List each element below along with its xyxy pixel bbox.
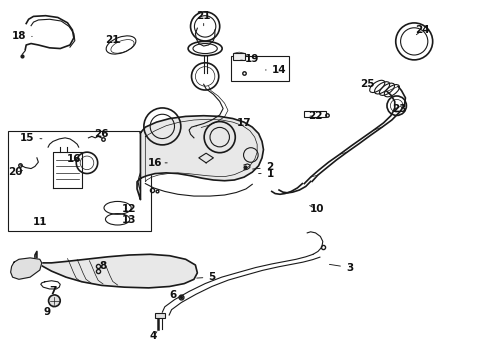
Text: 13: 13 bbox=[122, 215, 137, 225]
Text: 24: 24 bbox=[415, 25, 430, 35]
Text: 14: 14 bbox=[266, 65, 286, 75]
Text: 2: 2 bbox=[253, 162, 273, 172]
Circle shape bbox=[49, 295, 60, 307]
Text: 15: 15 bbox=[20, 133, 42, 143]
Text: 1: 1 bbox=[259, 168, 274, 179]
Text: 8: 8 bbox=[99, 261, 107, 271]
Text: 12: 12 bbox=[122, 203, 137, 213]
Polygon shape bbox=[11, 258, 42, 279]
Bar bbox=[233, 53, 245, 60]
Text: 19: 19 bbox=[240, 54, 260, 64]
Text: 23: 23 bbox=[392, 104, 407, 113]
Text: 11: 11 bbox=[32, 217, 47, 227]
Text: 25: 25 bbox=[360, 78, 375, 89]
Text: 17: 17 bbox=[237, 118, 251, 128]
Text: 20: 20 bbox=[8, 167, 23, 177]
Text: 3: 3 bbox=[329, 262, 353, 273]
Bar bbox=[8, 131, 151, 231]
Text: 18: 18 bbox=[12, 31, 32, 41]
Text: 21: 21 bbox=[105, 35, 120, 45]
Text: 6: 6 bbox=[170, 290, 181, 300]
Text: 7: 7 bbox=[49, 287, 57, 296]
Polygon shape bbox=[137, 116, 264, 200]
Text: 22: 22 bbox=[308, 111, 323, 121]
Text: 10: 10 bbox=[310, 204, 324, 214]
Text: 9: 9 bbox=[43, 306, 54, 317]
Text: 16: 16 bbox=[148, 158, 167, 168]
Text: 21: 21 bbox=[196, 11, 211, 26]
Text: 5: 5 bbox=[196, 272, 216, 282]
Text: 16: 16 bbox=[67, 154, 81, 164]
Bar bbox=[155, 313, 165, 318]
Bar bbox=[231, 56, 289, 81]
Polygon shape bbox=[35, 251, 197, 288]
Text: 26: 26 bbox=[94, 129, 109, 139]
Bar bbox=[304, 111, 326, 117]
Text: 4: 4 bbox=[150, 332, 157, 342]
